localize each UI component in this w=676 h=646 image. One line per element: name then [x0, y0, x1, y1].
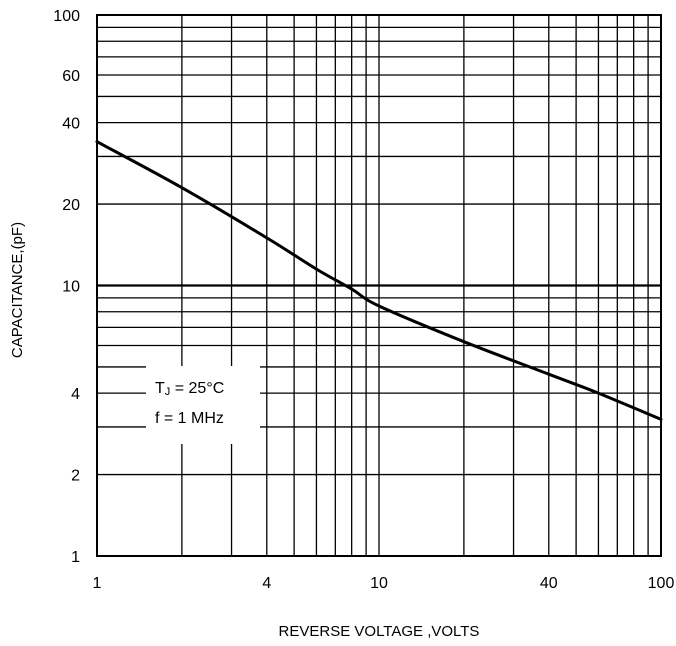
- data-point: [265, 236, 269, 240]
- y-tick-label: 1: [71, 549, 80, 566]
- data-point: [659, 418, 663, 421]
- data-point: [180, 186, 184, 190]
- annotation-temperature-prefix: T: [155, 380, 165, 397]
- y-axis-tick-labels: 1 2 4 10 20 40 60 100: [53, 8, 80, 566]
- data-point: [350, 287, 354, 291]
- data-point: [462, 340, 466, 344]
- data-point: [597, 391, 600, 395]
- data-point: [377, 304, 381, 308]
- grid: [96, 14, 662, 557]
- x-axis-tick-labels: 1 4 10 40 100: [93, 575, 675, 592]
- x-tick-label: 100: [648, 575, 675, 592]
- x-tick-label: 40: [540, 575, 558, 592]
- x-tick-label: 4: [262, 575, 271, 592]
- y-tick-label: 60: [62, 68, 80, 85]
- y-tick-label: 10: [62, 279, 80, 296]
- plot-frame: [96, 14, 662, 557]
- y-tick-label: 40: [62, 116, 80, 133]
- annotation-temperature-subscript: J: [165, 386, 171, 398]
- x-tick-label: 10: [370, 575, 388, 592]
- series: [95, 140, 663, 421]
- annotation-box: TJ = 25°C f = 1 MHz: [146, 366, 260, 444]
- data-point: [547, 372, 551, 376]
- y-tick-label: 100: [53, 8, 80, 25]
- x-axis-title: REVERSE VOLTAGE ,VOLTS: [279, 623, 480, 640]
- data-point: [315, 267, 318, 271]
- y-tick-label: 2: [71, 468, 80, 485]
- y-axis-title: CAPACITANCE,(pF): [9, 222, 26, 358]
- annotation-frequency: f = 1 MHz: [155, 410, 224, 427]
- x-tick-label: 1: [93, 575, 102, 592]
- annotation-temperature: TJ = 25°C: [155, 380, 224, 398]
- annotation-background: [146, 366, 260, 444]
- y-tick-label: 4: [71, 386, 80, 403]
- data-point: [95, 140, 99, 144]
- capacitance-curve: [95, 140, 663, 421]
- y-tick-label: 20: [62, 197, 80, 214]
- annotation-temperature-suffix: = 25°C: [170, 380, 224, 397]
